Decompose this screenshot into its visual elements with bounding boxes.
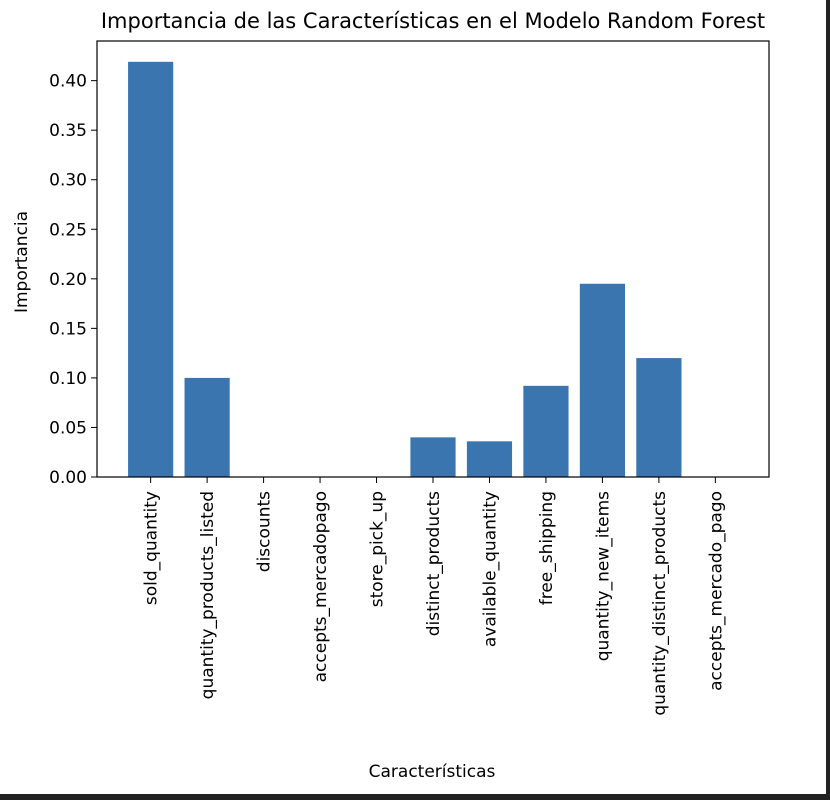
x-tick-label-available_quantity: available_quantity xyxy=(480,491,500,647)
bar-quantity_distinct_products xyxy=(636,358,682,477)
bar-quantity_products_listed xyxy=(184,377,230,477)
bar-available_quantity xyxy=(466,441,513,477)
y-tick-label-0.20: 0.20 xyxy=(49,270,87,290)
chart-title: Importancia de las Características en el… xyxy=(101,9,765,33)
x-tick-label-discounts: discounts xyxy=(255,491,275,572)
y-tick-label-0.25: 0.25 xyxy=(49,220,87,240)
y-tick-label-0.05: 0.05 xyxy=(49,418,87,438)
x-tick-label-quantity_products_listed: quantity_products_listed xyxy=(198,491,218,699)
x-tick-label-distinct_products: distinct_products xyxy=(424,491,444,636)
x-tick-label-quantity_distinct_products: quantity_distinct_products xyxy=(650,491,670,716)
y-tick-label-0.35: 0.35 xyxy=(49,121,87,141)
bar-sold_quantity xyxy=(128,61,174,478)
x-axis-label: Características xyxy=(369,762,496,782)
y-tick-label-0.10: 0.10 xyxy=(49,369,87,389)
bar-distinct_products xyxy=(410,437,456,477)
bar-free_shipping xyxy=(523,385,569,477)
y-tick-label-0.00: 0.00 xyxy=(49,468,87,488)
axes-frame xyxy=(96,40,770,478)
x-tick-label-accepts_mercado_pago: accepts_mercado_pago xyxy=(706,491,726,691)
x-tick-label-free_shipping: free_shipping xyxy=(537,491,557,605)
plot-area: sold_quantity quantity_products_listed dis… xyxy=(49,40,770,716)
bar-quantity_new_items xyxy=(579,283,625,477)
y-tick-label-0.15: 0.15 xyxy=(49,319,87,339)
y-axis-label: Importancia xyxy=(12,211,32,313)
x-tick-label-quantity_new_items: quantity_new_items xyxy=(593,491,613,661)
x-tick-label-sold_quantity: sold_quantity xyxy=(142,491,162,605)
x-tick-label-store_pick_up: store_pick_up xyxy=(368,491,388,607)
x-tick-label-accepts_mercadopago: accepts_mercadopago xyxy=(311,491,331,682)
y-tick-label-0.40: 0.40 xyxy=(49,72,87,92)
y-tick-label-0.30: 0.30 xyxy=(49,171,87,191)
